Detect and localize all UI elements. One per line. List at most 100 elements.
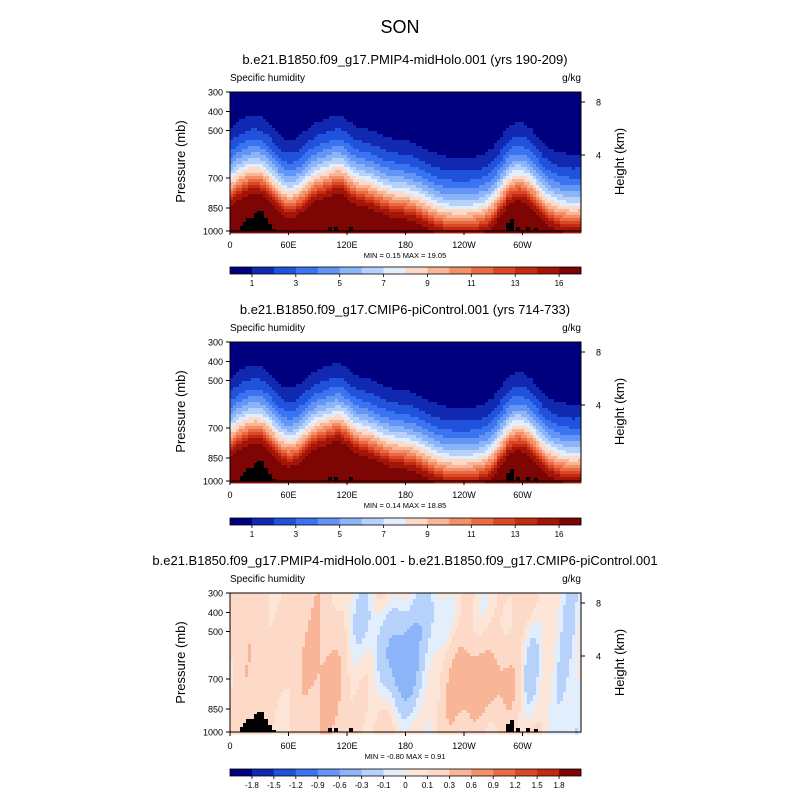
contour-cell — [500, 188, 504, 192]
contour-cell — [464, 194, 468, 198]
contour-cell — [425, 206, 429, 210]
contour-cell — [323, 104, 327, 108]
contour-cell — [434, 104, 438, 108]
contour-cell — [281, 215, 285, 219]
contour-cell — [527, 128, 531, 132]
contour-cell — [275, 158, 279, 162]
contour-cell — [323, 95, 327, 99]
contour-cell — [524, 116, 528, 120]
contour-cell — [359, 179, 363, 183]
contour-cell — [476, 125, 480, 129]
contour-cell — [467, 173, 471, 177]
contour-cell — [572, 119, 576, 123]
contour-cell — [503, 176, 507, 180]
contour-cell — [365, 131, 369, 135]
contour-cell — [578, 161, 582, 165]
contour-cell — [437, 116, 441, 120]
contour-cell — [449, 107, 453, 111]
contour-cell — [434, 206, 438, 210]
contour-cell — [518, 140, 522, 144]
contour-cell — [359, 203, 363, 207]
contour-cell — [518, 197, 522, 201]
contour-cell — [275, 107, 279, 111]
contour-cell — [545, 188, 549, 192]
contour-cell — [512, 209, 516, 213]
contour-cell — [500, 95, 504, 99]
contour-cell — [254, 173, 258, 177]
contour-cell — [275, 98, 279, 102]
contour-cell — [395, 119, 399, 123]
contour-cell — [515, 173, 519, 177]
contour-cell — [332, 173, 336, 177]
contour-cell — [353, 179, 357, 183]
contour-cell — [560, 98, 564, 102]
contour-cell — [299, 131, 303, 135]
contour-cell — [380, 179, 384, 183]
contour-cell — [386, 209, 390, 213]
contour-cell — [332, 146, 336, 150]
contour-cell — [320, 122, 324, 126]
contour-cell — [248, 203, 252, 207]
contour-cell — [572, 173, 576, 177]
contour-cell — [290, 152, 294, 156]
contour-cell — [314, 137, 318, 141]
contour-cell — [488, 98, 492, 102]
contour-cell — [236, 95, 240, 99]
contour-cell — [308, 182, 312, 186]
contour-cell — [458, 125, 462, 129]
contour-cell — [449, 185, 453, 189]
contour-cell — [467, 215, 471, 219]
contour-cell — [254, 161, 258, 165]
contour-cell — [536, 200, 540, 204]
contour-cell — [419, 188, 423, 192]
contour-cell — [461, 137, 465, 141]
contour-cell — [380, 107, 384, 111]
contour-cell — [335, 212, 339, 216]
contour-cell — [242, 122, 246, 126]
contour-cell — [299, 149, 303, 153]
contour-cell — [479, 107, 483, 111]
contour-cell — [530, 158, 534, 162]
contour-cell — [536, 158, 540, 162]
contour-cell — [416, 104, 420, 108]
contour-cell — [341, 185, 345, 189]
contour-cell — [425, 197, 429, 201]
contour-cell — [431, 131, 435, 135]
contour-cell — [398, 203, 402, 207]
contour-cell — [536, 110, 540, 114]
contour-cell — [491, 104, 495, 108]
contour-cell — [368, 218, 372, 222]
contour-cell — [239, 206, 243, 210]
contour-cell — [299, 119, 303, 123]
contour-cell — [269, 131, 273, 135]
contour-cell — [266, 110, 270, 114]
contour-cell — [284, 209, 288, 213]
contour-cell — [254, 107, 258, 111]
contour-cell — [377, 203, 381, 207]
contour-cell — [332, 179, 336, 183]
contour-cell — [425, 149, 429, 153]
contour-cell — [410, 146, 414, 150]
contour-cell — [353, 164, 357, 168]
contour-cell — [254, 149, 258, 153]
contour-cell — [485, 152, 489, 156]
contour-cell — [281, 134, 285, 138]
contour-cell — [461, 188, 465, 192]
contour-cell — [506, 182, 510, 186]
contour-cell — [371, 152, 375, 156]
contour-cell — [431, 107, 435, 111]
contour-cell — [233, 101, 237, 105]
contour-cell — [449, 170, 453, 174]
contour-cell — [383, 218, 387, 222]
contour-cell — [536, 194, 540, 198]
contour-cell — [242, 95, 246, 99]
contour-cell — [305, 167, 309, 171]
contour-cell — [572, 200, 576, 204]
contour-cell — [461, 116, 465, 120]
contour-cell — [470, 122, 474, 126]
contour-cell — [389, 98, 393, 102]
contour-cell — [407, 101, 411, 105]
contour-cell — [338, 203, 342, 207]
contour-cell — [455, 122, 459, 126]
contour-cell — [446, 212, 450, 216]
